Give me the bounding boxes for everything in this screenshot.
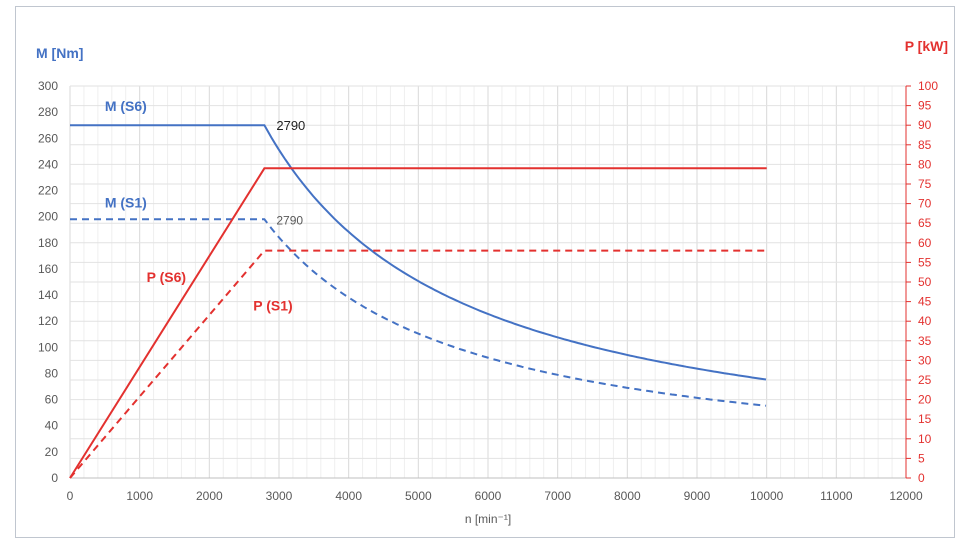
corner-speed-annotation: 2790 [276,118,305,133]
y-left-tick-label: 80 [45,366,59,380]
y-right-tick-label: 75 [918,177,932,191]
y-left-tick-label: 40 [45,419,59,433]
y-left-tick-label: 160 [38,262,58,276]
x-tick-label: 9000 [684,489,711,503]
y-right-tick-label: 0 [918,471,925,485]
y-left-tick-label: 0 [51,471,58,485]
x-tick-label: 12000 [889,489,923,503]
y-right-tick-label: 35 [918,334,932,348]
series-label-m-s1: M (S1) [105,195,147,211]
chart-frame [15,6,955,538]
x-axis-title: n [min⁻¹] [465,512,511,526]
x-axis-ticks: 0 1000 2000 3000 4000 5000 6000 7000 8000 9000 100… [67,489,923,503]
y-right-tick-label: 90 [918,118,932,132]
x-tick-label: 6000 [475,489,502,503]
y-left-axis-title: M [Nm] [36,45,83,61]
y-right-tick-label: 30 [918,353,932,367]
series-label-p-s6: P (S6) [147,269,186,285]
y-right-tick-label: 70 [918,197,932,211]
series-label-m-s6: M (S6) [105,98,147,114]
y-right-tick-label: 15 [918,412,932,426]
y-left-axis-ticks: 0 20 40 60 80 100 120 140 160 180 200 220 240 260 280 3… [38,79,58,485]
x-tick-label: 10000 [750,489,784,503]
y-right-tick-label: 50 [918,275,932,289]
y-left-tick-label: 260 [38,131,58,145]
y-right-axis-ticks: 0 5 10 15 20 25 30 35 40 45 50 55 60 65 70 75 80 85 90 95 10… [906,79,938,485]
x-tick-label: 4000 [335,489,362,503]
y-left-tick-label: 100 [38,340,58,354]
y-left-tick-label: 140 [38,288,58,302]
y-right-tick-label: 5 [918,451,925,465]
series-line-p-s1 [69,249,767,479]
y-right-tick-label: 60 [918,236,932,250]
y-right-tick-label: 20 [918,393,932,407]
x-tick-label: 2000 [196,489,223,503]
y-right-tick-label: 55 [918,255,932,269]
y-right-tick-label: 100 [918,79,938,93]
y-right-axis-title: P [kW] [905,38,948,54]
y-left-tick-label: 60 [45,393,59,407]
x-tick-label: 5000 [405,489,432,503]
x-tick-label: 8000 [614,489,641,503]
y-right-tick-label: 45 [918,295,932,309]
grid [69,85,907,479]
series-line-m-s1 [70,218,767,407]
y-left-tick-label: 300 [38,79,58,93]
series-labels: M (S6) M (S1) P (S6) P (S1) 2790 2790 [105,98,305,314]
x-tick-label: 11000 [820,489,853,503]
y-left-tick-label: 20 [45,445,59,459]
y-right-tick-label: 40 [918,314,932,328]
y-right-tick-label: 25 [918,373,932,387]
y-left-tick-label: 280 [38,105,58,119]
corner-speed-annotation: 2790 [276,213,303,227]
y-left-tick-label: 180 [38,236,58,250]
x-tick-label: 1000 [126,489,153,503]
x-tick-label: 7000 [544,489,571,503]
y-left-tick-label: 240 [38,157,58,171]
y-right-tick-label: 10 [918,432,932,446]
y-right-tick-label: 95 [918,99,932,113]
series-line-m-s6 [70,124,767,381]
y-left-tick-label: 120 [38,314,58,328]
series-line-p-s6 [69,167,767,479]
y-right-tick-label: 65 [918,216,932,230]
series-lines [69,124,767,479]
x-tick-label: 3000 [266,489,293,503]
series-label-p-s1: P (S1) [253,298,292,314]
y-left-tick-label: 220 [38,184,58,198]
y-right-tick-label: 80 [918,157,932,171]
y-right-tick-label: 85 [918,138,932,152]
y-left-tick-label: 200 [38,210,58,224]
x-tick-label: 0 [67,489,74,503]
